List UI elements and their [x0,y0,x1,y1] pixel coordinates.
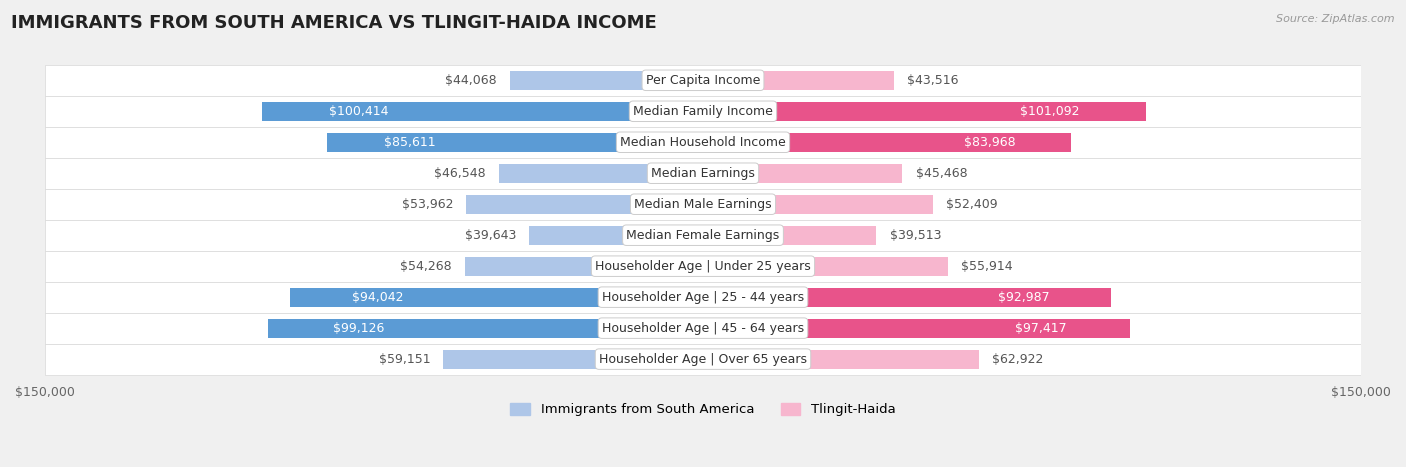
Text: $52,409: $52,409 [946,198,998,211]
Text: $43,516: $43,516 [907,74,959,87]
Bar [465,256,703,276]
Text: $92,987: $92,987 [998,290,1050,304]
FancyBboxPatch shape [45,96,1361,127]
Text: Householder Age | 45 - 64 years: Householder Age | 45 - 64 years [602,322,804,335]
Text: $85,611: $85,611 [384,136,436,149]
Bar [443,349,703,369]
FancyBboxPatch shape [45,219,1361,251]
Bar [328,133,703,152]
Text: $83,968: $83,968 [965,136,1017,149]
Bar [703,195,934,214]
Text: Householder Age | 25 - 44 years: Householder Age | 25 - 44 years [602,290,804,304]
Bar [467,195,703,214]
Bar [703,71,894,90]
Text: $101,092: $101,092 [1021,105,1080,118]
Text: $100,414: $100,414 [329,105,388,118]
Text: $55,914: $55,914 [962,260,1014,273]
Text: Median Male Earnings: Median Male Earnings [634,198,772,211]
Bar [703,349,979,369]
FancyBboxPatch shape [45,65,1361,96]
Text: $99,126: $99,126 [333,322,385,335]
Text: Source: ZipAtlas.com: Source: ZipAtlas.com [1277,14,1395,24]
Text: $46,548: $46,548 [434,167,485,180]
Bar [499,163,703,183]
Text: $54,268: $54,268 [401,260,451,273]
Text: Householder Age | Under 25 years: Householder Age | Under 25 years [595,260,811,273]
Legend: Immigrants from South America, Tlingit-Haida: Immigrants from South America, Tlingit-H… [505,398,901,422]
Text: IMMIGRANTS FROM SOUTH AMERICA VS TLINGIT-HAIDA INCOME: IMMIGRANTS FROM SOUTH AMERICA VS TLINGIT… [11,14,657,32]
Bar [529,226,703,245]
Text: Median Earnings: Median Earnings [651,167,755,180]
Text: Median Female Earnings: Median Female Earnings [627,229,779,242]
FancyBboxPatch shape [45,344,1361,375]
Text: Median Family Income: Median Family Income [633,105,773,118]
Text: $59,151: $59,151 [378,353,430,366]
Bar [703,102,1146,121]
Bar [703,288,1111,307]
Bar [703,163,903,183]
Text: $39,513: $39,513 [890,229,941,242]
Bar [269,318,703,338]
Bar [703,133,1071,152]
Bar [291,288,703,307]
Text: Householder Age | Over 65 years: Householder Age | Over 65 years [599,353,807,366]
FancyBboxPatch shape [45,189,1361,219]
Bar [703,318,1130,338]
Bar [703,256,948,276]
Text: $94,042: $94,042 [353,290,404,304]
Text: $97,417: $97,417 [1015,322,1066,335]
Text: $45,468: $45,468 [915,167,967,180]
FancyBboxPatch shape [45,127,1361,158]
Bar [509,71,703,90]
Text: $53,962: $53,962 [402,198,453,211]
FancyBboxPatch shape [45,158,1361,189]
FancyBboxPatch shape [45,312,1361,344]
Bar [703,226,876,245]
Text: Median Household Income: Median Household Income [620,136,786,149]
Text: $44,068: $44,068 [444,74,496,87]
FancyBboxPatch shape [45,251,1361,282]
Text: $39,643: $39,643 [464,229,516,242]
Bar [263,102,703,121]
Text: Per Capita Income: Per Capita Income [645,74,761,87]
FancyBboxPatch shape [45,282,1361,312]
Text: $62,922: $62,922 [993,353,1043,366]
